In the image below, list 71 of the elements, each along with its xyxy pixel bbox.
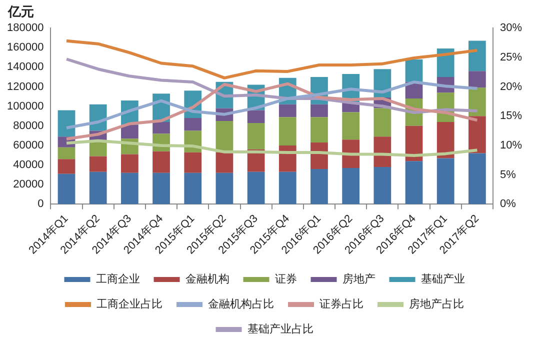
legend-label: 基础产业占比 <box>247 322 314 336</box>
y-tick-label: 100000 <box>6 100 44 112</box>
y2-tick-label: 25% <box>500 51 522 64</box>
legend-label: 房地产占比 <box>409 298 464 311</box>
legend-label: 金融机构 <box>185 274 230 286</box>
bar <box>468 71 486 88</box>
y-tick-label: 60000 <box>13 140 44 152</box>
y-tick-label: 180000 <box>6 22 44 34</box>
bar <box>278 104 296 118</box>
bar <box>436 122 454 158</box>
bar <box>58 174 76 204</box>
bar <box>374 136 392 168</box>
bar <box>216 172 234 204</box>
bar <box>310 168 328 204</box>
legend-label: 工商企业占比 <box>96 298 162 311</box>
bar <box>405 59 423 82</box>
legend-label: 工商企业 <box>96 272 140 286</box>
bar <box>58 147 76 160</box>
y-tick-label: 0 <box>38 198 44 210</box>
bar <box>310 117 328 143</box>
y2-tick-label: 10% <box>500 140 522 152</box>
bar <box>374 167 392 204</box>
bar <box>120 124 138 139</box>
y2-tick-label: 0% <box>500 198 516 210</box>
bar <box>120 172 138 204</box>
bar <box>216 152 234 173</box>
bar <box>342 140 360 168</box>
bar <box>342 112 360 140</box>
bar <box>342 168 360 204</box>
y-tick-label: 20000 <box>13 178 44 191</box>
legend-label: 证券占比 <box>320 298 364 311</box>
bar <box>310 142 328 169</box>
bar <box>436 158 454 204</box>
y-tick-label: 40000 <box>13 159 44 172</box>
legend-label: 金融机构占比 <box>208 298 274 311</box>
y-tick-label: 140000 <box>6 61 44 74</box>
y-tick-label: 160000 <box>6 42 44 54</box>
bar <box>184 172 202 204</box>
bar <box>247 122 265 150</box>
legend-label: 证券 <box>274 272 297 286</box>
bar <box>120 154 138 173</box>
bar <box>58 159 76 174</box>
bar <box>89 156 107 172</box>
bar <box>468 40 486 72</box>
bar <box>405 161 423 204</box>
bar <box>247 172 265 204</box>
y-tick-label: 80000 <box>13 120 44 132</box>
bar <box>58 110 76 137</box>
bar <box>468 116 486 154</box>
bar <box>468 88 486 116</box>
y2-tick-label: 20% <box>500 80 522 93</box>
y2-tick-label: 5% <box>500 168 516 181</box>
legend-label: 房地产 <box>342 272 376 286</box>
bar <box>184 118 202 131</box>
y2-tick-label: 15% <box>500 110 522 122</box>
y-tick-label: 120000 <box>6 80 44 93</box>
bar <box>374 108 392 137</box>
legend-label: 基础产业 <box>420 272 465 286</box>
y-axis-title: 亿元 <box>7 4 34 20</box>
bar <box>152 151 170 173</box>
bar <box>216 121 234 152</box>
bar <box>278 172 296 204</box>
bar <box>152 172 170 204</box>
bar <box>247 110 265 123</box>
bar <box>310 104 328 118</box>
y2-tick-label: 30% <box>500 22 522 34</box>
bar <box>152 122 170 134</box>
bar <box>278 117 296 146</box>
bar <box>184 152 202 173</box>
bar <box>468 153 486 204</box>
bar <box>89 172 107 204</box>
